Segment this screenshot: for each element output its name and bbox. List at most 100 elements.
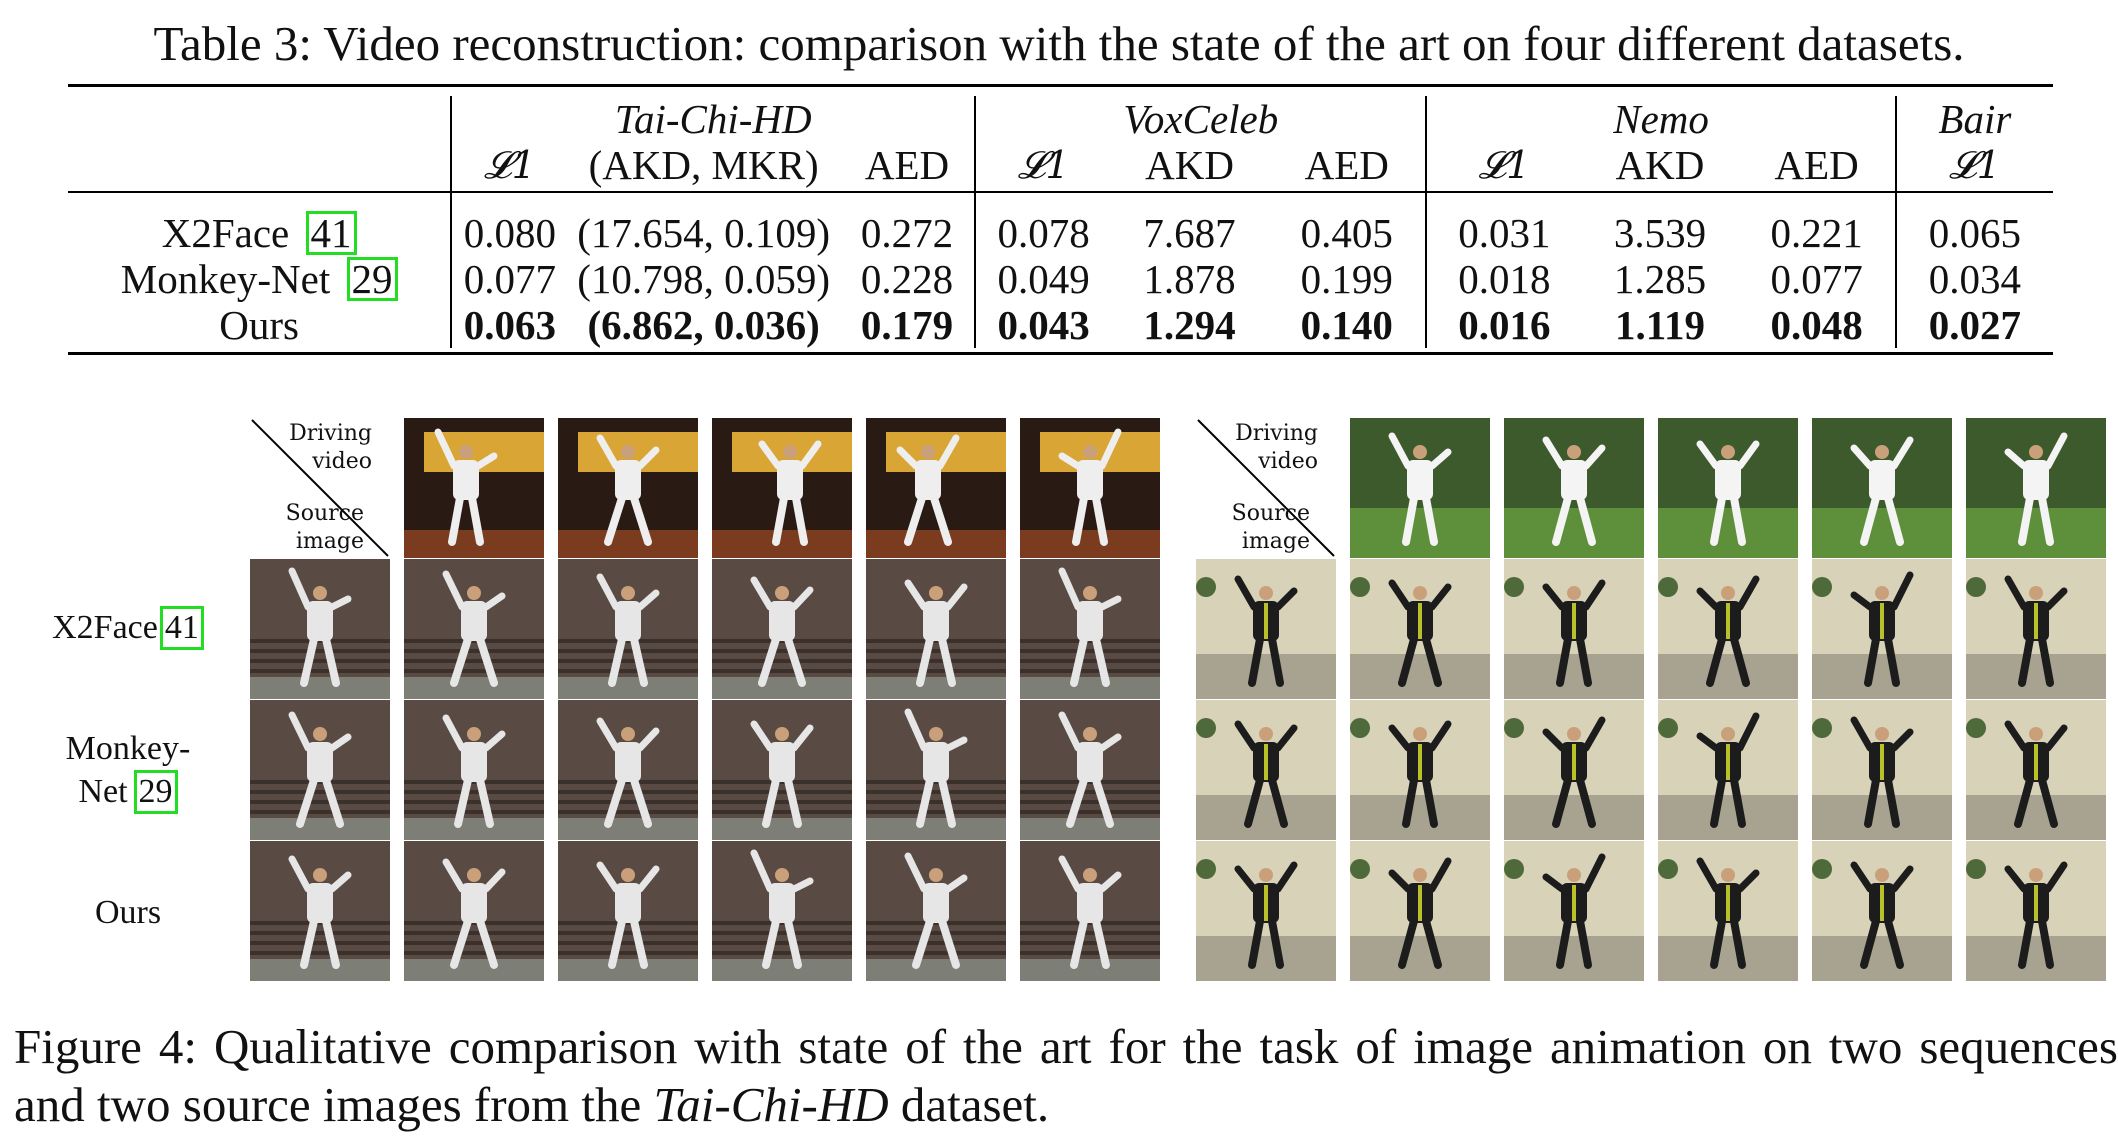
value-cell: 1.294 <box>1143 302 1236 348</box>
left-grid-result-frame <box>404 841 544 981</box>
left-grid-result-frame <box>558 700 698 840</box>
right-grid-result-frame <box>1658 559 1798 699</box>
table-row: X2Face 41 0.080 (17.654, 0.109) 0.272 0.… <box>68 196 2053 256</box>
left-grid-driving-frame <box>866 418 1006 558</box>
left-grid-driving-frame <box>712 418 852 558</box>
value-cell: 0.027 <box>1894 302 2053 348</box>
col-vox-l1: 𝓛1 <box>974 142 1111 196</box>
value-cell: 0.272 <box>860 210 954 256</box>
col-taichi-l1: 𝓛1 <box>450 142 568 196</box>
citation-link[interactable]: 29 <box>133 770 178 814</box>
col-nemo-aed: AED <box>1774 142 1859 188</box>
right-grid-corner: Driving video Source image <box>1196 418 1336 558</box>
citation-link[interactable]: 41 <box>305 211 357 255</box>
row-label-ours: Ours <box>94 894 162 931</box>
method-cell: X2Face 41 <box>68 196 451 256</box>
table-group-header: Tai-Chi-HD VoxCeleb Nemo Bair <box>68 96 2053 142</box>
right-grid-driving-frame <box>1504 418 1644 558</box>
value-cell: 1.285 <box>1613 256 1707 302</box>
col-vox-akd: AKD <box>1145 142 1234 188</box>
left-grid-result-frame <box>866 559 1006 699</box>
corner-label-driving: Driving video <box>1235 421 1318 474</box>
group-voxceleb: VoxCeleb <box>974 96 1427 142</box>
right-grid-result-frame <box>1812 559 1952 699</box>
right-grid-result-frame <box>1504 841 1644 981</box>
value-cell: 0.080 <box>450 196 568 256</box>
left-grid-result-frame <box>712 841 852 981</box>
right-grid-result-frame <box>1966 700 2106 840</box>
right-grid-result-frame <box>1350 841 1490 981</box>
right-grid-driving-frame <box>1350 418 1490 558</box>
value-cell: 0.405 <box>1300 210 1393 256</box>
value-cell: (10.798, 0.059) <box>577 256 830 302</box>
right-grid-result-frame <box>1966 559 2106 699</box>
value-cell: 1.119 <box>1614 302 1705 348</box>
value-cell: 1.878 <box>1143 256 1236 302</box>
value-cell: 0.031 <box>1425 196 1582 256</box>
left-grid-corner: Driving video Source image <box>250 418 390 558</box>
col-taichi-akd-mkr: (AKD, MKR) <box>588 142 819 188</box>
value-cell: 0.179 <box>860 302 954 348</box>
right-grid-result-frame <box>1812 841 1952 981</box>
value-cell: (6.862, 0.036) <box>587 302 820 348</box>
left-grid-result-frame <box>404 559 544 699</box>
row-label-monkeynet: Monkey- Net 29 <box>28 728 228 814</box>
left-grid-result-frame <box>558 559 698 699</box>
left-grid-result-frame <box>866 700 1006 840</box>
left-grid-result-frame <box>1020 841 1160 981</box>
value-cell: 0.048 <box>1770 302 1863 348</box>
citation-link[interactable]: 29 <box>346 257 398 301</box>
right-grid-result-frame <box>1350 559 1490 699</box>
col-nemo-akd: AKD <box>1615 142 1705 188</box>
citation-link[interactable]: 41 <box>159 606 204 650</box>
right-grid-result-frame <box>1196 559 1336 699</box>
figure-caption: Figure 4: Qualitative comparison with st… <box>14 1019 2118 1132</box>
corner-label-source: Source image <box>1231 501 1310 554</box>
table-row: Monkey-Net 29 0.077 (10.798, 0.059) 0.22… <box>68 256 2053 302</box>
right-grid-result-frame <box>1350 700 1490 840</box>
table-row: Ours 0.063 (6.862, 0.036) 0.179 0.043 1.… <box>68 302 2053 348</box>
group-nemo: Nemo <box>1425 96 1896 142</box>
value-cell: 0.043 <box>974 302 1111 348</box>
method-cell: Ours <box>219 302 299 348</box>
right-grid-result-frame <box>1966 841 2106 981</box>
method-cell: Monkey-Net 29 <box>68 256 451 302</box>
right-grid-driving-frame <box>1658 418 1798 558</box>
left-grid-result-frame <box>558 841 698 981</box>
left-grid-result-frame <box>712 559 852 699</box>
row-label-x2face: X2Face 41 <box>28 606 228 650</box>
value-cell: 0.077 <box>450 256 568 302</box>
left-grid-result-frame <box>404 700 544 840</box>
value-cell: 3.539 <box>1613 210 1707 256</box>
value-cell: 7.687 <box>1143 210 1236 256</box>
table-caption: Table 3: Video reconstruction: compariso… <box>153 16 1965 71</box>
value-cell: 0.063 <box>450 302 568 348</box>
right-grid-result-frame <box>1504 700 1644 840</box>
value-cell: 0.221 <box>1770 210 1863 256</box>
col-taichi-aed: AED <box>864 142 950 188</box>
col-nemo-l1: 𝓛1 <box>1425 142 1582 196</box>
right-grid-result-frame <box>1658 841 1798 981</box>
corner-label-driving: Driving video <box>289 421 372 474</box>
left-grid-result-frame <box>250 700 390 840</box>
value-cell: 0.065 <box>1894 196 2053 256</box>
value-cell: 0.228 <box>860 256 954 302</box>
left-grid-result-frame <box>1020 700 1160 840</box>
col-vox-aed: AED <box>1304 142 1389 188</box>
results-table: Tai-Chi-HD VoxCeleb Nemo Bair 𝓛1 (AKD, M… <box>68 96 2053 348</box>
value-cell: 0.034 <box>1894 256 2053 302</box>
left-grid-result-frame <box>712 700 852 840</box>
left-grid-driving-frame <box>1020 418 1160 558</box>
value-cell: 0.077 <box>1770 256 1863 302</box>
corner-label-source: Source image <box>285 501 364 554</box>
right-grid-driving-frame <box>1812 418 1952 558</box>
left-grid-result-frame <box>866 841 1006 981</box>
right-grid-result-frame <box>1658 700 1798 840</box>
value-cell: 0.078 <box>974 196 1111 256</box>
group-bair: Bair <box>1894 96 2053 142</box>
group-taichi: Tai-Chi-HD <box>450 96 976 142</box>
right-grid-result-frame <box>1196 841 1336 981</box>
table-subheader: 𝓛1 (AKD, MKR) AED 𝓛1 AKD AED 𝓛1 AKD AED … <box>68 142 2053 196</box>
value-cell: 0.140 <box>1300 302 1393 348</box>
left-grid-result-frame <box>1020 559 1160 699</box>
